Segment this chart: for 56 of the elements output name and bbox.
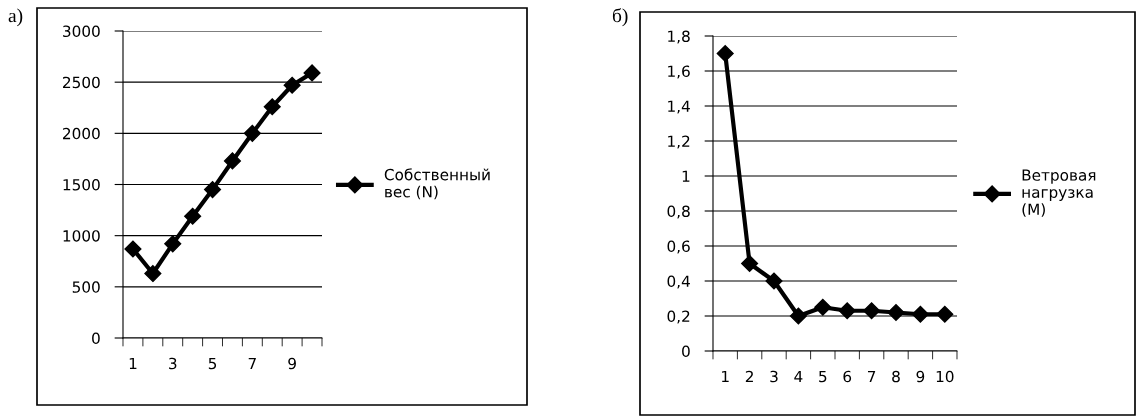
point [911, 305, 929, 323]
x-tick-label: 9 [916, 370, 925, 383]
y-tick-label: 1,4 [668, 100, 690, 114]
y-tick-label: 0,6 [667, 240, 690, 254]
y-tick-label: 2500 [63, 76, 100, 89]
x-tick-label: 7 [867, 370, 876, 383]
y-tick-label: 1000 [63, 230, 100, 242]
y-tick-label: 0 [92, 332, 100, 345]
y-tick-label: 0,4 [667, 275, 690, 289]
y-tick-label: 1,6 [668, 65, 690, 79]
point [863, 302, 881, 320]
point [716, 44, 734, 63]
text: а) [8, 8, 23, 27]
y-tick-label: 2000 [63, 127, 100, 140]
y-tick-label: 1,2 [668, 135, 690, 149]
y-tick-label: 1 [682, 170, 690, 182]
point [936, 305, 954, 323]
y-tick-label: 0,2 [667, 310, 690, 324]
y-tick-label: 500 [72, 281, 100, 293]
y-tick-label: 0,8 [667, 205, 690, 219]
x-tick-label: 8 [892, 370, 900, 383]
point [263, 98, 281, 116]
point [741, 254, 759, 273]
legend-label: Собственный вес (N) [384, 168, 490, 200]
x-tick-label: 3 [169, 357, 177, 370]
point [243, 124, 261, 142]
point [814, 298, 832, 316]
x-tick-label: 5 [208, 357, 217, 370]
point [144, 264, 162, 283]
text: б) [612, 8, 628, 27]
y-tick-label: 1500 [63, 178, 100, 191]
point [765, 272, 783, 290]
x-tick-label: 5 [819, 370, 827, 383]
point [283, 76, 301, 94]
x-tick-label: 1 [129, 357, 137, 370]
x-tick-label: 2 [745, 370, 753, 383]
x-tick-label: 10 [936, 370, 954, 383]
point [838, 302, 856, 320]
y-tick-label: 0 [682, 345, 690, 358]
legend-label: Ветровая нагрузка (M) [1022, 169, 1096, 217]
point [124, 240, 142, 258]
point [223, 152, 242, 170]
x-tick-label: 9 [288, 357, 296, 370]
point [164, 235, 182, 253]
y-tick-label: 1,8 [668, 30, 690, 44]
x-tick-label: 6 [843, 370, 852, 383]
point [303, 64, 321, 82]
x-tick-label: 1 [722, 370, 729, 383]
point [184, 207, 202, 225]
y-tick-label: 3000 [63, 25, 100, 38]
point [203, 181, 222, 199]
x-tick-label: 4 [794, 370, 803, 383]
x-tick-label: 3 [770, 370, 778, 383]
point [887, 303, 905, 322]
x-tick-label: 7 [248, 357, 256, 370]
point [789, 307, 807, 325]
